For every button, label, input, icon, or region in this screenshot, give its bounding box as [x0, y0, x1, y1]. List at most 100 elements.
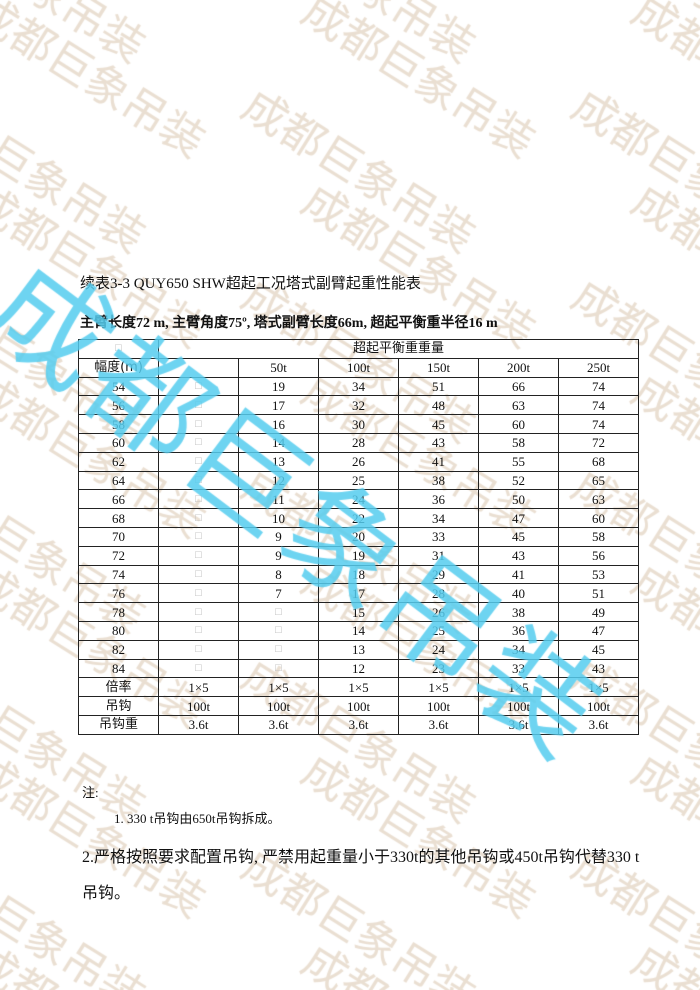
table-cell: 72: [558, 432, 639, 453]
table-cell: 3.6t: [238, 714, 319, 735]
table-cell: 60: [478, 414, 559, 434]
table-cell: □: [158, 583, 239, 604]
table-row: 58 □ 16 30 45 60 74: [78, 414, 639, 434]
table-cell: 24: [318, 489, 399, 510]
table-cell: 68: [558, 451, 639, 472]
table-cell: 7: [238, 583, 319, 604]
table-cell: 8: [238, 564, 319, 585]
table-cell: 23: [398, 658, 479, 679]
table-cell: 56: [78, 395, 159, 416]
table-cell: 34: [318, 376, 399, 397]
table-cell: 3.6t: [318, 714, 399, 735]
table-cell: □: [158, 432, 239, 453]
table-cell: 25: [318, 470, 399, 491]
table-cell: [158, 357, 239, 378]
table-cell: 1×5: [558, 677, 639, 698]
table-cell: □: [158, 395, 239, 416]
table-row: 64 □ 12 25 38 52 65: [78, 470, 639, 491]
table-cell: 30: [318, 414, 399, 434]
table-cell: 18: [318, 564, 399, 585]
note-2: 2.严格按照要求配置吊钩, 严禁用起重量小于330t的其他吊钩或450t吊钩代替…: [82, 849, 640, 902]
table-cell: 100t: [318, 357, 399, 378]
table-row: 66 □ 11 24 36 50 63: [78, 489, 639, 510]
table-cell: □: [158, 639, 239, 660]
table-cell: 19: [318, 545, 399, 566]
table-cell: 9: [238, 545, 319, 566]
table-cell: 62: [78, 451, 159, 472]
table-title: 续表3-3 QUY650 SHW超起工况塔式副臂起重性能表: [80, 276, 421, 292]
table-cell: 9: [238, 526, 319, 547]
table-cell: 53: [558, 564, 639, 585]
corner-cell: □: [78, 339, 159, 359]
table-cell: 63: [558, 489, 639, 510]
table-cell: 80: [78, 620, 159, 641]
table-row: 76 □ 7 17 28 40 51: [78, 583, 639, 604]
table-cell: 68: [78, 508, 159, 528]
group-header: 超起平衡重重量: [158, 339, 639, 359]
table-cell: 100t: [478, 696, 559, 716]
table-cell: 84: [78, 658, 159, 679]
table-cell: □: [158, 658, 239, 679]
table-cell: 19: [238, 376, 319, 397]
table-cell: □: [158, 470, 239, 491]
table-cell: 17: [318, 583, 399, 604]
table-row: 72 □ 9 19 31 43 56: [78, 545, 639, 566]
table-cell: 63: [478, 395, 559, 416]
table-cell: 56: [558, 545, 639, 566]
table-cell: □: [158, 451, 239, 472]
table-cell: 60: [558, 508, 639, 528]
table-cell: 54: [78, 376, 159, 397]
table-cell: 11: [238, 489, 319, 510]
table-cell: □: [158, 620, 239, 641]
table-cell: 1×5: [318, 677, 399, 698]
table-cell: 74: [558, 414, 639, 434]
table-cell: 58: [78, 414, 159, 434]
header-row: 幅度(m) 50t 100t 150t 200t 250t: [78, 357, 639, 378]
table-cell: 72: [78, 545, 159, 566]
table-row: 82 □ □ 13 24 34 45: [78, 639, 639, 660]
table-cell: 26: [318, 451, 399, 472]
table-cell: □: [158, 489, 239, 510]
table-cell: 60: [78, 432, 159, 453]
table-row: 74 □ 8 18 29 41 53: [78, 564, 639, 585]
table-cell: 76: [78, 583, 159, 604]
table-row: 吊钩 100t 100t 100t 100t 100t 100t: [78, 696, 639, 716]
table-row: 70 □ 9 20 33 45 58: [78, 526, 639, 547]
table-cell: 1×5: [158, 677, 239, 698]
table-row: 吊钩重 3.6t 3.6t 3.6t 3.6t 3.6t 3.6t: [78, 714, 639, 735]
table-cell: 17: [238, 395, 319, 416]
table-cell: 82: [78, 639, 159, 660]
table-cell: □: [238, 658, 319, 679]
table-row: 56 □ 17 32 48 63 74: [78, 395, 639, 416]
table-cell: 33: [398, 526, 479, 547]
table-cell: 48: [398, 395, 479, 416]
table-subtitle: 主臂长度72 m, 主臂角度75º, 塔式副臂长度66m, 超起平衡重半径16 …: [80, 316, 498, 331]
table-cell: 31: [398, 545, 479, 566]
table-cell: 43: [558, 658, 639, 679]
table-cell: 100t: [318, 696, 399, 716]
load-chart-table: □ 超起平衡重重量 幅度(m) 50t 100t 150t 200t 250t 54 □ 19 3…: [78, 339, 639, 735]
table-cell: 14: [238, 432, 319, 453]
table-cell: 34: [478, 639, 559, 660]
table-cell: □: [158, 602, 239, 622]
table-cell: 38: [398, 470, 479, 491]
table-cell: 12: [318, 658, 399, 679]
group-header-row: □ 超起平衡重重量: [78, 339, 639, 359]
table-cell: 200t: [478, 357, 559, 378]
table-cell: 吊钩重: [78, 714, 159, 735]
table-cell: 66: [478, 376, 559, 397]
table-cell: 58: [478, 432, 559, 453]
note-1: 1. 330 t吊钩由650t吊钩拆成。: [114, 811, 281, 826]
table-cell: 32: [318, 395, 399, 416]
table-cell: 倍率: [78, 677, 159, 698]
table-cell: 74: [558, 376, 639, 397]
table-cell: □: [238, 620, 319, 641]
table-cell: 26: [398, 602, 479, 622]
table-cell: 15: [318, 602, 399, 622]
table-cell: 3.6t: [158, 714, 239, 735]
table-cell: 43: [478, 545, 559, 566]
table-row: 68 □ 10 22 34 47 60: [78, 508, 639, 528]
table-cell: 33: [478, 658, 559, 679]
notes-heading: 注:: [82, 785, 99, 800]
table-cell: 3.6t: [398, 714, 479, 735]
